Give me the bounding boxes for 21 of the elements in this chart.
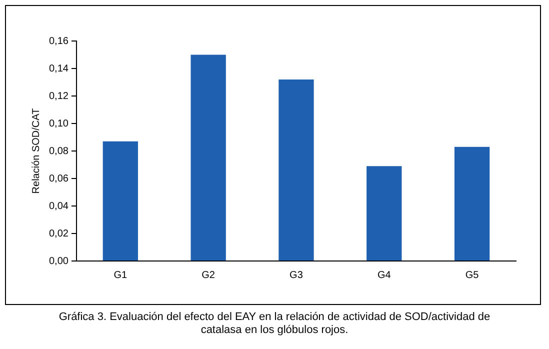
bar — [278, 80, 314, 260]
y-tick-label: 0,04 — [48, 200, 69, 212]
x-tick-label: G2 — [202, 270, 216, 281]
y-tick-label: 0,16 — [48, 36, 69, 47]
y-tick-label: 0,10 — [48, 118, 69, 130]
bar — [366, 166, 402, 260]
y-axis-title: Relación SOD/CAT — [30, 108, 42, 194]
bar — [454, 146, 490, 260]
x-tick-label: G5 — [465, 270, 480, 281]
y-tick-label: 0,02 — [48, 228, 69, 240]
y-tick-label: 0,06 — [48, 173, 69, 184]
y-tick-label: 0,12 — [48, 90, 69, 102]
y-tick-label: 0,14 — [48, 63, 69, 74]
text: Gráfica 3. Evaluación del efecto del EAY en la relación de actividad de SOD/actividad de catalasa en los glóbulos rojos. — [58, 311, 492, 337]
x-tick-label: G3 — [290, 270, 304, 281]
bar — [190, 54, 226, 260]
x-tick-label: G4 — [377, 270, 392, 281]
y-tick-label: 0,08 — [48, 146, 69, 157]
x-tick-label: G1 — [114, 270, 128, 281]
bar — [102, 141, 138, 260]
y-tick-label: 0,00 — [48, 256, 69, 267]
